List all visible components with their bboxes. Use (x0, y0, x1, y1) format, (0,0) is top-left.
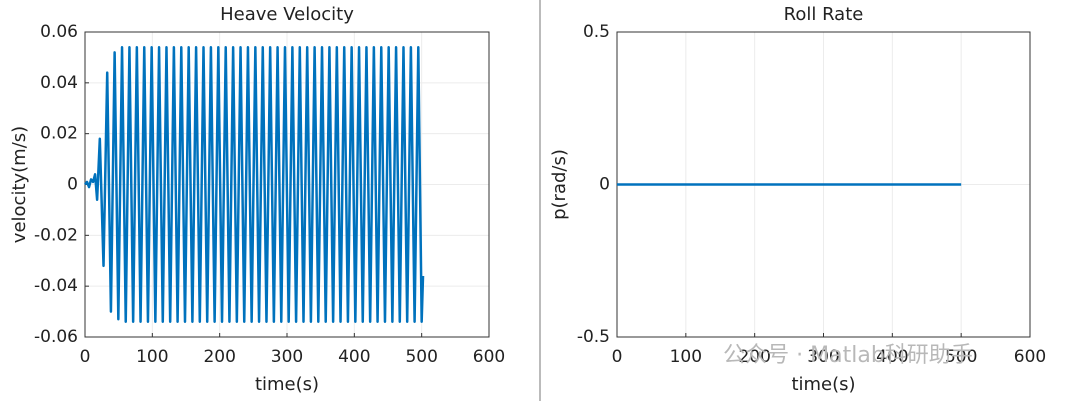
x-axis-label: time(s) (255, 374, 319, 395)
x-tick-label: 100 (136, 347, 168, 367)
x-tick-label: 100 (670, 347, 702, 367)
y-tick-label: -0.02 (34, 225, 78, 245)
x-tick-label: 500 (945, 347, 977, 367)
x-tick-label: 0 (612, 347, 623, 367)
y-tick-label: 0 (599, 175, 610, 195)
x-axis-label: time(s) (791, 374, 855, 395)
x-tick-label: 600 (473, 347, 505, 367)
y-tick-label: -0.06 (34, 327, 78, 347)
watermark: 公众号 · Matlab科研助手 (723, 343, 973, 368)
x-tick-label: 0 (80, 347, 91, 367)
chart-title: Heave Velocity (220, 4, 354, 25)
x-tick-label: 600 (1014, 347, 1046, 367)
x-tick-label: 200 (203, 347, 235, 367)
data-line (84, 46, 425, 323)
chart-title: Roll Rate (784, 4, 864, 25)
y-tick-label: 0.04 (40, 73, 78, 93)
x-tick-label: 200 (738, 347, 770, 367)
x-tick-label: 400 (338, 347, 370, 367)
y-tick-label: 0.06 (40, 22, 78, 42)
x-tick-label: 500 (405, 347, 437, 367)
y-axis-label: velocity(m/s) (9, 126, 30, 243)
x-tick-label: 400 (876, 347, 908, 367)
x-tick-label: 300 (271, 347, 303, 367)
y-tick-label: 0 (67, 175, 78, 195)
y-tick-label: 0.5 (583, 22, 610, 42)
x-tick-label: 300 (807, 347, 839, 367)
y-tick-label: 0.02 (40, 124, 78, 144)
y-axis-label: p(rad/s) (549, 149, 570, 220)
y-tick-label: -0.5 (577, 327, 610, 347)
y-tick-label: -0.04 (34, 276, 78, 296)
